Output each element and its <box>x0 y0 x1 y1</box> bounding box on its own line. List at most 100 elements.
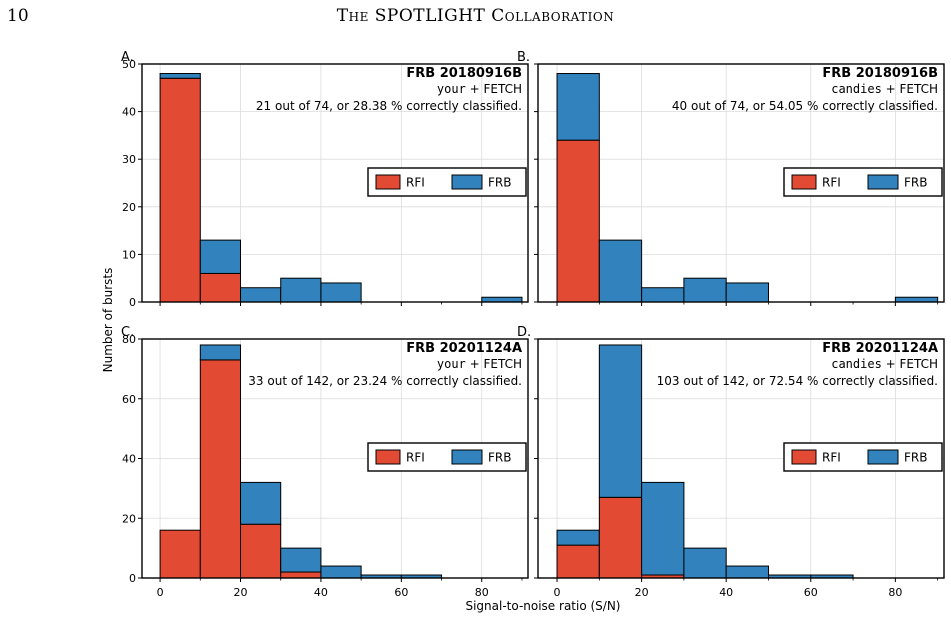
running-title: The SPOTLIGHT Collaboration <box>336 6 615 26</box>
bar-frb <box>598 344 643 498</box>
bar-frb <box>199 239 242 274</box>
y-tick-label: 30 <box>122 153 136 166</box>
bar-frb <box>280 277 322 303</box>
bar-frb <box>320 282 362 303</box>
y-tick-label: 0 <box>129 572 136 585</box>
panel-letter: D. <box>517 325 531 340</box>
panel-letter: A. <box>121 50 134 65</box>
x-tick-label: 0 <box>157 586 164 599</box>
bar-frb <box>641 287 685 303</box>
x-tick-label: 20 <box>234 586 248 599</box>
x-tick-label: 60 <box>394 586 408 599</box>
bar-rfi <box>199 272 242 303</box>
legend-swatch-frb <box>867 449 899 465</box>
classification-summary: 21 out of 74, or 28.38 % correctly class… <box>256 99 522 113</box>
panel-title: FRB 20201124A <box>406 341 522 356</box>
x-tick-label: 80 <box>475 586 489 599</box>
panel-letter: C. <box>121 325 134 340</box>
panel-letter: B. <box>517 50 530 65</box>
legend-label-rfi: RFI <box>822 176 841 190</box>
panel-subtitle: your + FETCH <box>437 82 522 96</box>
panel-title: FRB 20180916B <box>406 66 522 81</box>
classification-summary: 33 out of 142, or 23.24 % correctly clas… <box>248 374 522 388</box>
panel-title: FRB 20201124A <box>822 341 938 356</box>
bar-frb <box>683 547 727 579</box>
bar-frb <box>641 481 685 576</box>
bar-rfi <box>159 77 201 303</box>
pipeline-suffix: + FETCH <box>882 357 938 371</box>
legend-swatch-rfi <box>791 174 817 190</box>
bar-rfi <box>240 523 282 579</box>
bar-rfi <box>556 544 600 579</box>
bar-frb <box>683 277 727 303</box>
page-number: 10 <box>7 6 29 26</box>
pipeline-name: your <box>437 82 466 96</box>
bar-frb <box>598 239 643 303</box>
y-tick-label: 40 <box>122 106 136 119</box>
x-tick-label: 0 <box>554 586 561 599</box>
panel-subtitle: your + FETCH <box>437 357 522 371</box>
bar-rfi <box>598 496 643 579</box>
y-tick-label: 20 <box>122 201 136 214</box>
y-axis-label: Number of bursts <box>101 268 115 373</box>
legend-swatch-frb <box>867 174 899 190</box>
legend-label-rfi: RFI <box>822 451 841 465</box>
classification-summary: 40 out of 74, or 54.05 % correctly class… <box>672 99 938 113</box>
legend-swatch-frb <box>451 449 483 465</box>
pipeline-suffix: + FETCH <box>466 82 522 96</box>
bar-frb <box>725 282 769 303</box>
panel-subtitle: candies + FETCH <box>831 357 938 371</box>
pipeline-name: candies <box>831 357 882 371</box>
legend-swatch-rfi <box>791 449 817 465</box>
bar-frb <box>556 529 600 546</box>
legend-label-rfi: RFI <box>406 176 425 190</box>
x-tick-label: 40 <box>314 586 328 599</box>
pipeline-name: your <box>437 357 466 371</box>
bar-frb <box>240 287 282 303</box>
legend-swatch-frb <box>451 174 483 190</box>
pipeline-suffix: + FETCH <box>882 82 938 96</box>
bar-frb <box>320 565 362 579</box>
bar-frb <box>280 547 322 573</box>
bar-frb <box>556 73 600 141</box>
legend-label-frb: FRB <box>904 451 927 465</box>
legend-swatch-rfi <box>375 174 401 190</box>
bar-frb <box>199 344 242 361</box>
x-tick-label: 80 <box>888 586 902 599</box>
axes-frame <box>537 63 945 303</box>
pipeline-suffix: + FETCH <box>466 357 522 371</box>
y-tick-label: 20 <box>122 512 136 525</box>
legend-label-frb: FRB <box>904 176 927 190</box>
legend-label-frb: FRB <box>488 451 511 465</box>
bar-frb <box>725 565 769 579</box>
bar-rfi <box>280 571 322 579</box>
bar-rfi <box>159 529 201 579</box>
legend-swatch-rfi <box>375 449 401 465</box>
bar-frb <box>159 73 201 79</box>
bar-frb <box>481 296 523 303</box>
y-tick-label: 80 <box>122 333 136 346</box>
y-tick-label: 60 <box>122 393 136 406</box>
classification-summary: 103 out of 142, or 72.54 % correctly cla… <box>657 374 938 388</box>
bar-frb <box>240 481 282 525</box>
x-tick-label: 20 <box>635 586 649 599</box>
x-axis-label: Signal-to-noise ratio (S/N) <box>465 599 620 613</box>
legend-label-rfi: RFI <box>406 451 425 465</box>
axes-frame <box>141 63 529 303</box>
y-tick-label: 0 <box>129 296 136 309</box>
panel-title: FRB 20180916B <box>822 66 938 81</box>
bar-rfi <box>199 359 242 579</box>
x-tick-label: 40 <box>719 586 733 599</box>
legend-label-frb: FRB <box>488 176 511 190</box>
y-tick-label: 40 <box>122 453 136 466</box>
bar-rfi <box>556 139 600 303</box>
x-tick-label: 60 <box>804 586 818 599</box>
pipeline-name: candies <box>831 82 882 96</box>
y-tick-label: 50 <box>122 58 136 71</box>
bar-frb <box>894 296 939 303</box>
